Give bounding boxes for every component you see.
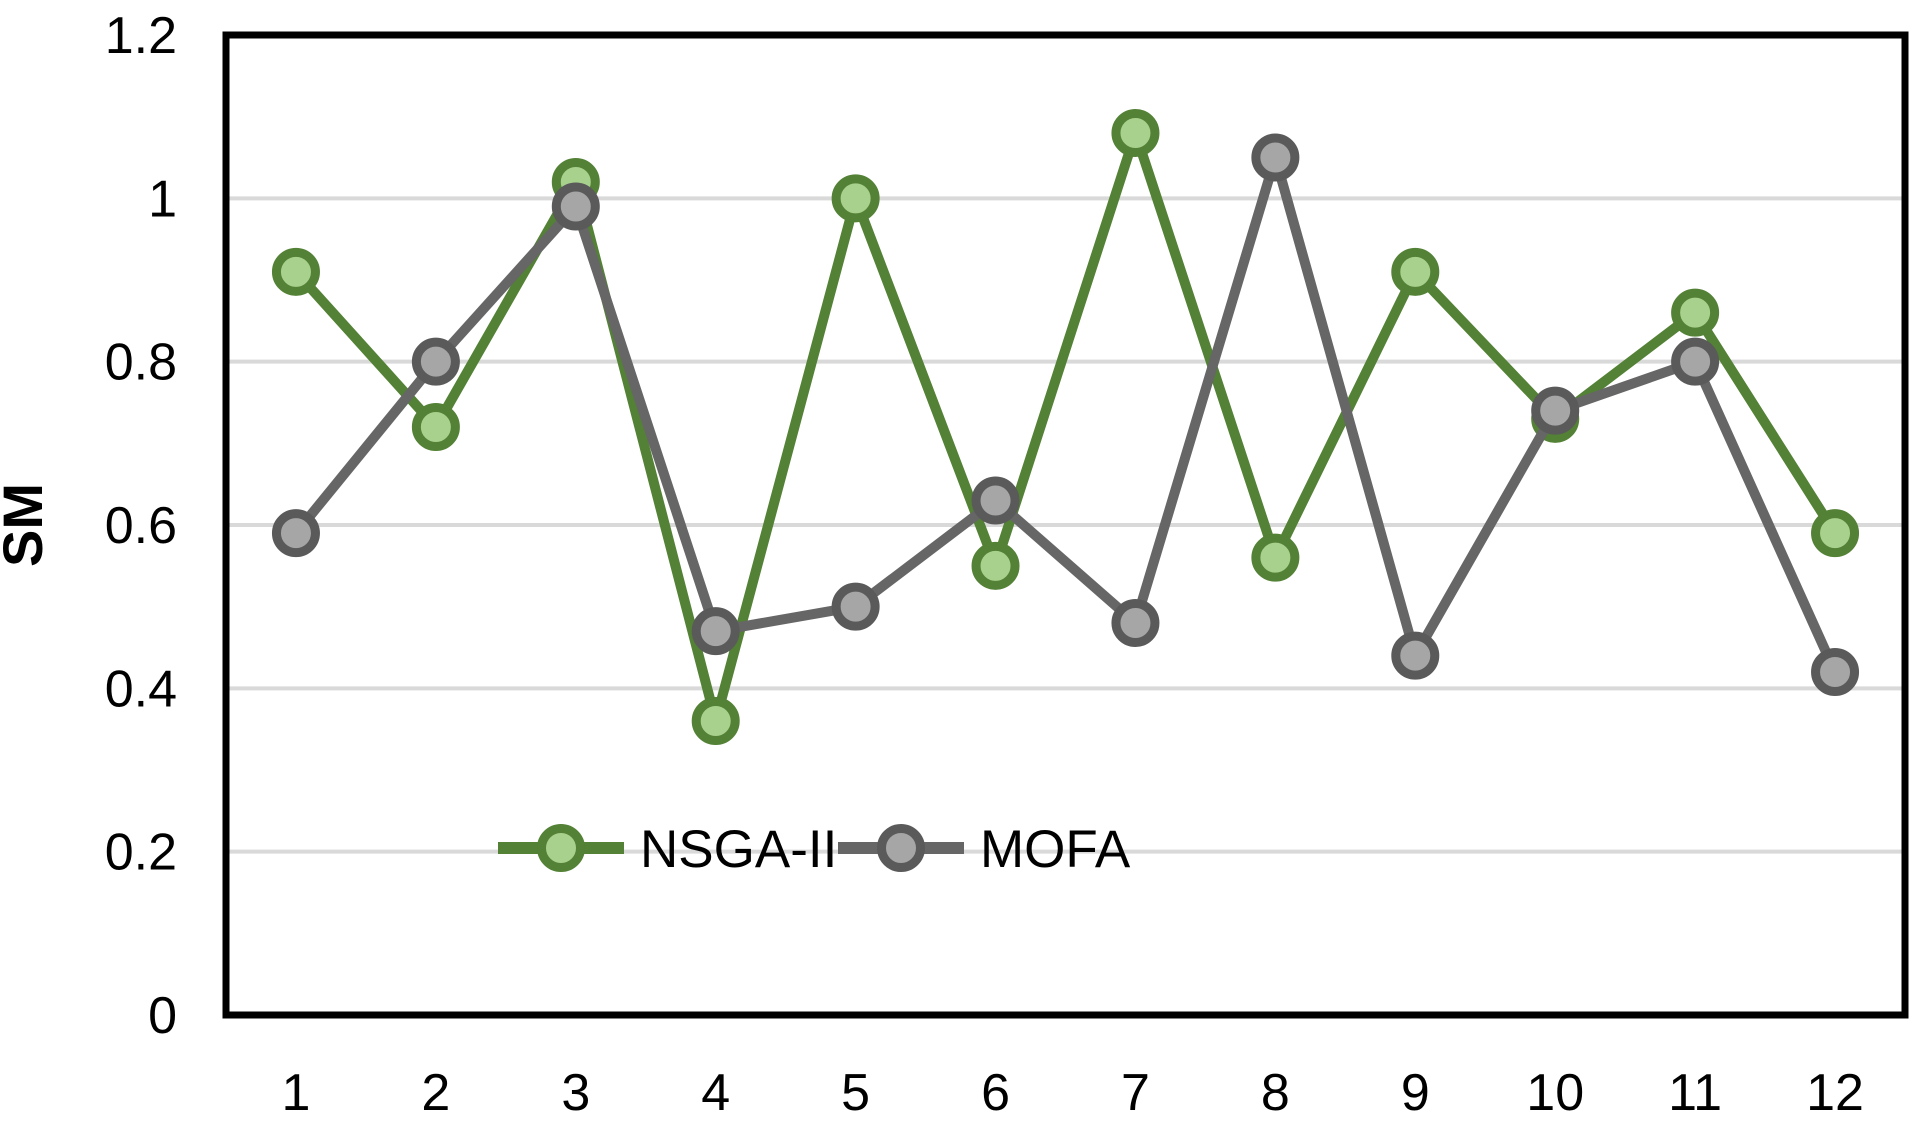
x-tick-label-11: 11: [1668, 1064, 1722, 1122]
marker-mofa-1: [271, 509, 320, 558]
series-line-mofa: [290, 152, 1841, 677]
y-tick-label-1: 1: [148, 170, 177, 228]
marker-mofa-12: [1811, 648, 1860, 696]
marker-mofa-11: [1671, 337, 1720, 386]
y-tick-label-0.2: 0.2: [105, 824, 177, 882]
marker-mofa-5: [831, 582, 880, 631]
x-tick-label-2: 2: [421, 1064, 450, 1122]
gridlines-layer: [226, 196, 1905, 854]
x-tick-label-4: 4: [701, 1064, 730, 1122]
marker-nsga-ii-7: [1111, 109, 1160, 157]
x-tick-label-8: 8: [1261, 1064, 1290, 1122]
marker-nsga-ii-6: [971, 541, 1020, 590]
marker-mofa-9: [1391, 631, 1440, 680]
y-axis-title: SM: [0, 483, 54, 567]
data-series-layer: [271, 109, 1860, 745]
axis-labels-layer: 00.20.40.60.811.21 2 3 4 5 6 7 8 9 10 11 12: [105, 7, 1864, 1122]
marker-nsga-ii-9: [1391, 247, 1440, 296]
x-tick-label-12: 12: [1806, 1064, 1864, 1122]
x-tick-label-9: 9: [1401, 1064, 1430, 1122]
plot-border-layer: [222, 31, 1909, 1019]
x-tick-label-3: 3: [561, 1064, 590, 1122]
chart-legend: NSGA-II MOFA: [498, 820, 1131, 879]
x-tick-label-10: 10: [1526, 1064, 1584, 1122]
marker-nsga-ii-4: [691, 697, 740, 745]
marker-mofa-7: [1111, 599, 1160, 647]
marker-nsga-ii-12: [1811, 509, 1860, 558]
y-tick-label-1.2: 1.2: [105, 7, 177, 65]
series-mofa: [271, 133, 1860, 696]
marker-nsga-ii-1: [271, 247, 320, 296]
x-tick-label-7: 7: [1121, 1064, 1150, 1122]
series-line-nsga-ii: [290, 128, 1841, 726]
y-tick-label-0.6: 0.6: [105, 497, 177, 555]
x-tick-label-5: 5: [841, 1064, 870, 1122]
legend-marker-mofa: [877, 824, 925, 872]
marker-mofa-8: [1251, 133, 1300, 182]
marker-nsga-ii-11: [1671, 288, 1720, 337]
x-tick-label-1: 1: [281, 1064, 310, 1122]
legend-label-nsga-ii: NSGA-II: [640, 820, 837, 879]
marker-mofa-2: [411, 337, 460, 386]
y-tick-label-0.8: 0.8: [105, 334, 177, 392]
legend-marker-nsga-ii: [537, 824, 585, 872]
marker-mofa-10: [1531, 386, 1580, 435]
y-tick-label-0: 0: [148, 987, 177, 1045]
x-tick-label-6: 6: [981, 1064, 1010, 1122]
legend-item-mofa: MOFA: [838, 820, 1131, 879]
series-nsga-ii: [271, 109, 1860, 745]
marker-mofa-3: [551, 182, 600, 231]
legend-label-mofa: MOFA: [980, 820, 1131, 879]
marker-nsga-ii-5: [831, 174, 880, 223]
marker-nsga-ii-2: [411, 403, 460, 451]
marker-nsga-ii-8: [1251, 533, 1300, 582]
legend-item-nsga-ii: NSGA-II: [498, 820, 837, 879]
y-tick-label-0.4: 0.4: [105, 660, 177, 718]
marker-mofa-6: [971, 476, 1020, 525]
plot-border: [222, 31, 1909, 1019]
marker-mofa-4: [691, 607, 740, 656]
